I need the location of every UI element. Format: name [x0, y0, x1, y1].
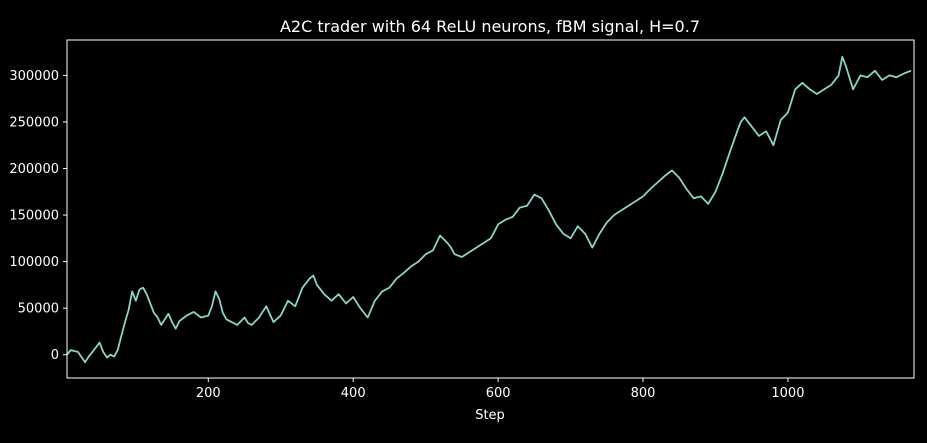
x-tick-label: 400 [341, 386, 366, 401]
y-tick-label: 200000 [9, 162, 59, 177]
y-tick-label: 50000 [18, 302, 59, 317]
x-axis-label: Step [475, 408, 505, 423]
y-tick-label: 300000 [9, 69, 59, 84]
plot-area [66, 55, 912, 364]
chart-title: A2C trader with 64 ReLU neurons, fBM sig… [280, 17, 700, 36]
x-tick-label: 200 [196, 386, 221, 401]
x-tick-label: 1000 [771, 386, 804, 401]
y-tick-label: 100000 [9, 255, 59, 270]
axes: 200 400 600 800 1000 0 50000 100000 150000 200000… [9, 69, 804, 401]
x-tick-label: 600 [486, 386, 511, 401]
y-tick-label: 150000 [9, 209, 59, 224]
series-line-1 [66, 55, 912, 364]
y-tick-label: 250000 [9, 115, 59, 130]
y-tick-label: 0 [51, 348, 59, 363]
x-tick-label: 800 [631, 386, 656, 401]
axes-frame [66, 39, 915, 379]
